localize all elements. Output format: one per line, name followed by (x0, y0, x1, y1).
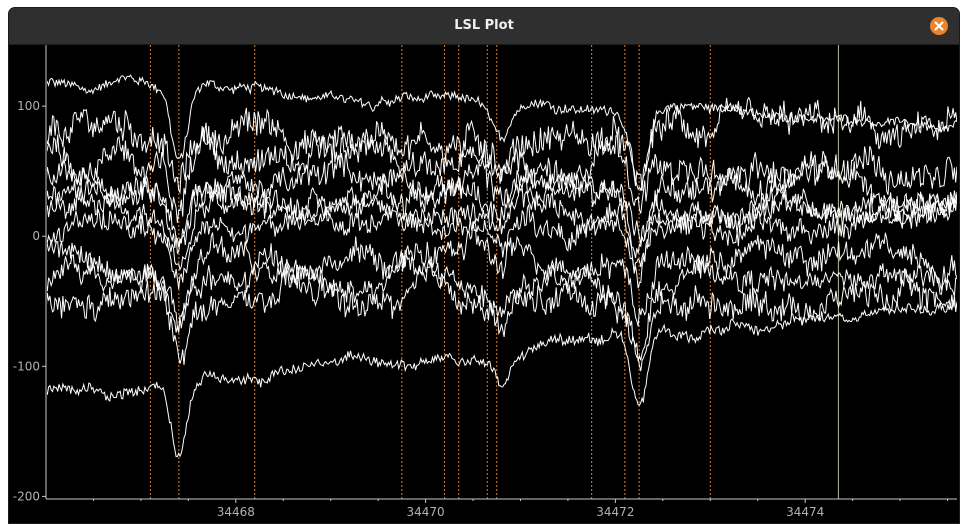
signal-trace (47, 299, 957, 458)
signal-trace (47, 258, 957, 372)
title-bar[interactable]: LSL Plot (9, 8, 959, 45)
lsl-plot-window: LSL Plot 34468 34470 34472 34474 100 0 -100 -20… (9, 8, 959, 523)
signal-trace (47, 96, 957, 195)
y-tick-label: -200 (13, 489, 40, 503)
x-tick-label: 34470 (406, 505, 444, 519)
traces (47, 74, 957, 458)
signal-trace (47, 151, 957, 255)
signal-trace (47, 193, 957, 290)
y-tick-label: -100 (13, 359, 40, 373)
signal-trace (47, 249, 957, 362)
window-title: LSL Plot (454, 18, 514, 33)
x-tick-label: 34474 (786, 505, 824, 519)
signal-trace (47, 221, 957, 333)
signal-plot[interactable]: 34468 34470 34472 34474 100 0 -100 -200 (9, 45, 959, 523)
signal-trace (47, 168, 957, 258)
y-tick-label: 100 (17, 99, 40, 113)
close-button[interactable] (930, 17, 948, 35)
signal-trace (47, 74, 957, 192)
plot-area[interactable]: 34468 34470 34472 34474 100 0 -100 -200 (9, 45, 959, 523)
signal-trace (47, 177, 957, 272)
y-tick-label: 0 (32, 229, 40, 243)
x-tick-label: 34472 (596, 505, 634, 519)
close-icon (934, 21, 944, 31)
x-tick-label: 34468 (217, 505, 255, 519)
